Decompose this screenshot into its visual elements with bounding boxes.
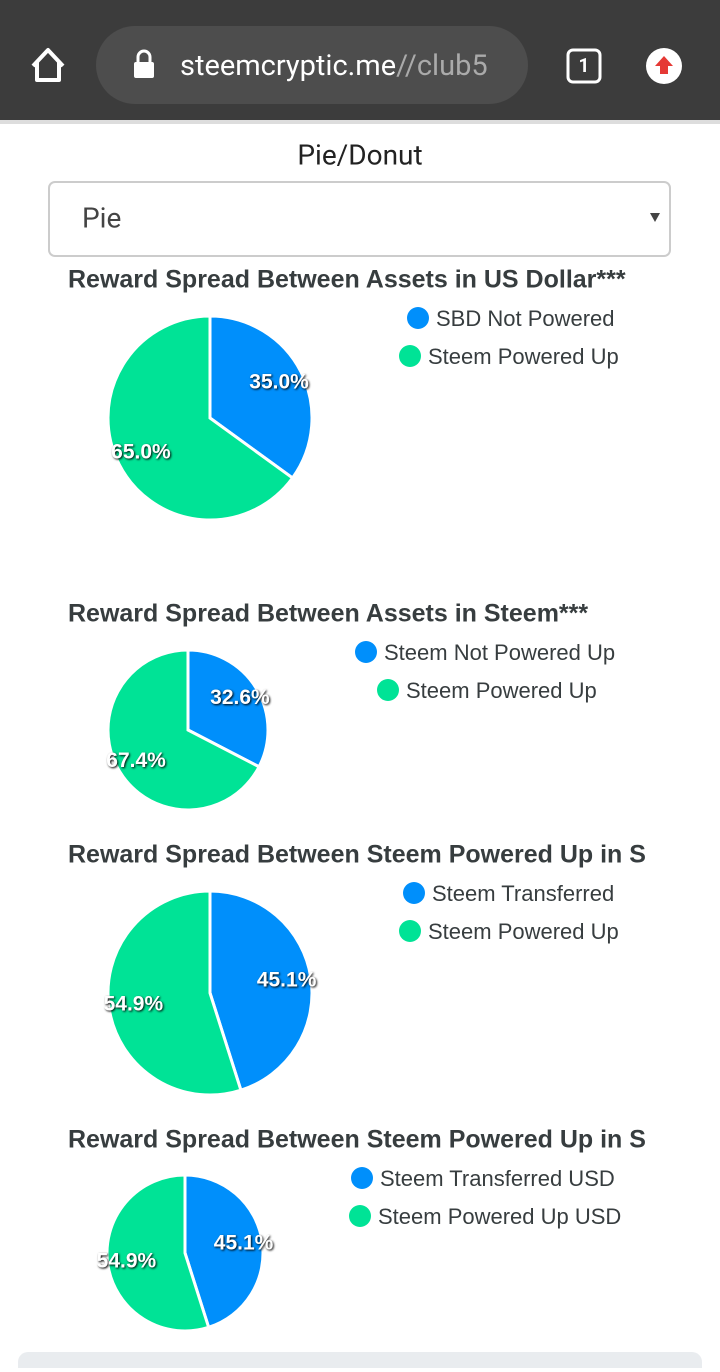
- legend-marker: [399, 345, 421, 367]
- legend-label: Steem Powered Up USD: [378, 1204, 621, 1229]
- legend-label: Steem Transferred: [432, 881, 614, 906]
- bar-shadow: [0, 120, 720, 124]
- pie-slice: [106, 889, 243, 1097]
- legend-marker: [399, 920, 421, 942]
- select-value: Pie: [82, 201, 121, 234]
- pie-slice: [106, 648, 262, 812]
- url: steemcryptic.me//club5: [180, 49, 488, 83]
- url-path: //club5: [396, 49, 488, 83]
- legend-label: Steem Powered Up: [406, 678, 597, 703]
- chart-title: Reward Spread Between Steem Powered Up i…: [68, 841, 646, 869]
- slice-label: 54.9%: [104, 992, 164, 1015]
- pie-slice: [208, 314, 314, 481]
- chart-type-select[interactable]: [48, 181, 671, 257]
- legend-label: Steem Not Powered Up: [384, 640, 615, 665]
- tab-switcher[interactable]: [566, 48, 602, 84]
- legend-marker: [351, 1167, 373, 1189]
- select-label: Pie/Donut: [297, 138, 422, 171]
- lock-icon: [134, 49, 154, 78]
- legend-marker: [407, 307, 429, 329]
- chart-title: Reward Spread Between Assets in US Dolla…: [68, 266, 626, 294]
- legend-marker: [349, 1205, 371, 1227]
- pie-slice: [208, 889, 314, 1093]
- chart-title: Reward Spread Between Assets in Steem***: [68, 600, 588, 628]
- slice-label: 35.0%: [249, 370, 309, 393]
- tab-count: 1: [579, 54, 590, 77]
- legend-marker: [355, 641, 377, 663]
- update-icon: [655, 56, 673, 74]
- slice-label: 67.4%: [106, 749, 166, 772]
- pie-slice: [183, 1173, 265, 1330]
- pie-slice: [106, 314, 295, 522]
- legend-label: SBD Not Powered: [436, 306, 615, 331]
- footer-panel: [18, 1352, 702, 1372]
- url-field[interactable]: [96, 26, 528, 104]
- legend-label: Steem Transferred USD: [380, 1166, 615, 1191]
- home-button[interactable]: [31, 48, 65, 82]
- slice-label: 45.1%: [214, 1231, 274, 1254]
- legend-marker: [377, 679, 399, 701]
- select-arrow: [650, 213, 660, 222]
- url-host: steemcryptic.me: [180, 49, 396, 83]
- legend-label: Steem Powered Up: [428, 919, 619, 944]
- slice-label: 45.1%: [257, 969, 317, 992]
- legend-label: Steem Powered Up: [428, 344, 619, 369]
- slice-label: 32.6%: [210, 686, 270, 709]
- pie-slice: [186, 648, 270, 769]
- slice-label: 65.0%: [111, 441, 171, 464]
- chart-title: Reward Spread Between Steem Powered Up i…: [68, 1126, 646, 1154]
- legend-marker: [403, 882, 425, 904]
- pie-slice: [105, 1173, 211, 1333]
- slice-label: 54.9%: [97, 1250, 157, 1273]
